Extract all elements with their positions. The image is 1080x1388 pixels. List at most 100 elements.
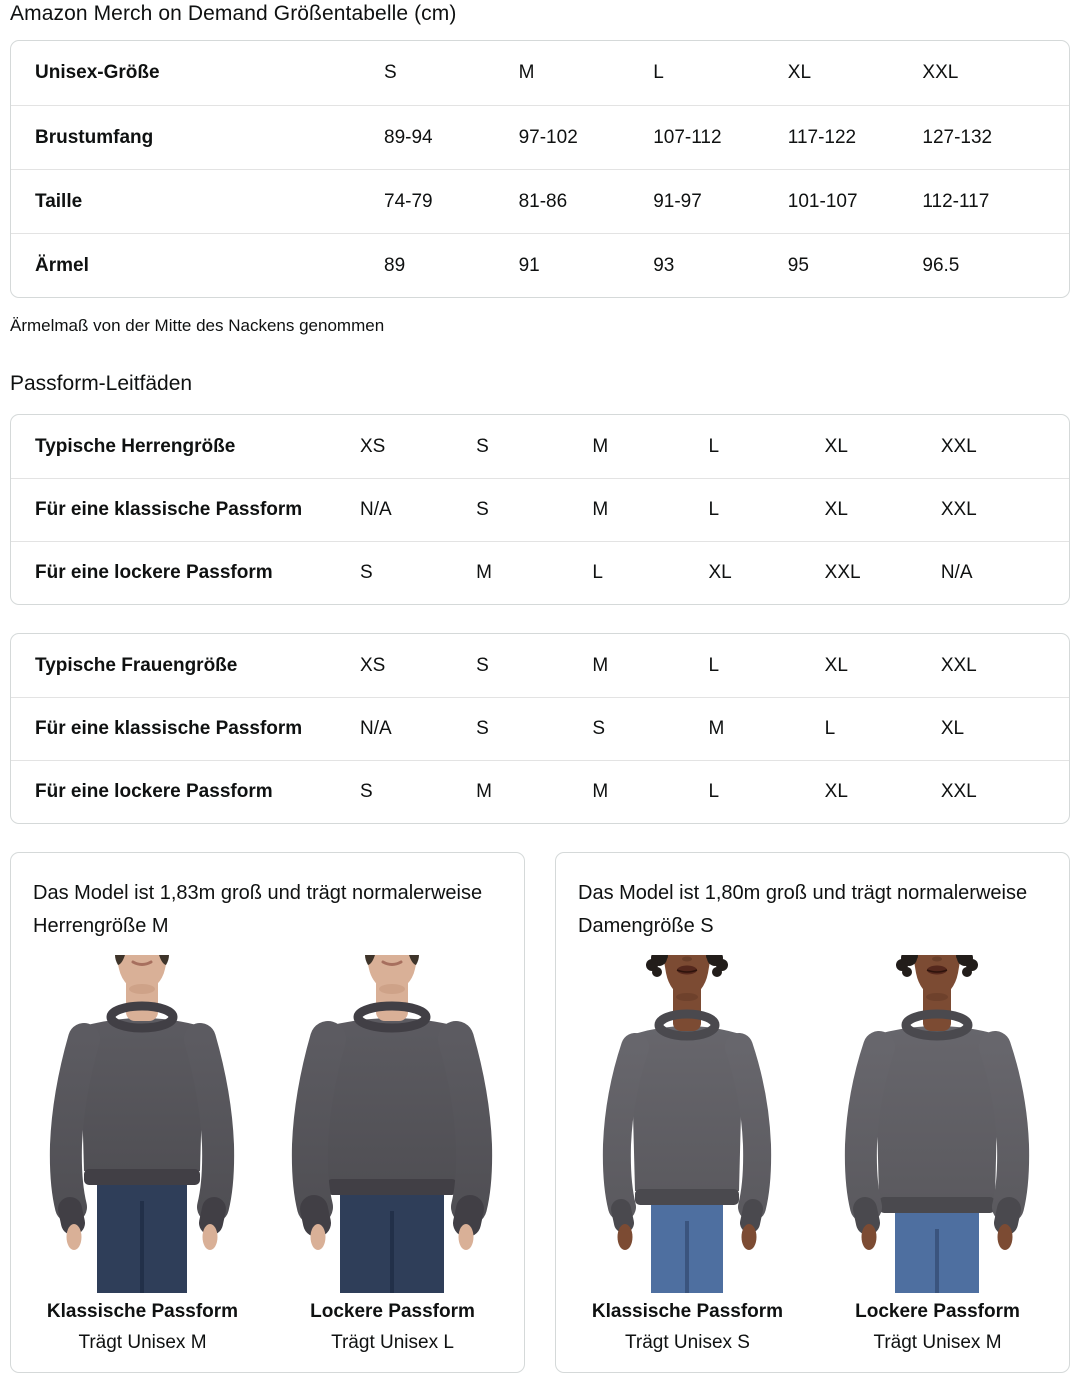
table-row: Brustumfang 89-94 97-102 107-112 117-122… — [11, 105, 1069, 169]
size-cell: S — [476, 654, 489, 676]
model-photo-figure — [580, 955, 795, 1293]
model-cards-row: Das Model ist 1,83m groß und trägt norma… — [10, 852, 1070, 1373]
size-cell: S — [592, 718, 606, 739]
table-row: Für eine lockere Passform S M L XL XXL N… — [11, 541, 1069, 604]
size-cell: XXL — [922, 62, 959, 83]
row-label: Typische Frauengröße — [35, 654, 238, 676]
size-cell: M — [708, 718, 725, 739]
table-row: Typische Herrengröße XS S M L XL XXL — [11, 415, 1069, 478]
size-cell: M — [476, 781, 492, 802]
photo-caption: Lockere Passform Trägt Unisex M — [830, 1301, 1045, 1354]
size-cell: XL — [824, 499, 848, 520]
size-cell: XXL — [940, 781, 977, 802]
measure-cell: 95 — [787, 254, 809, 276]
table-row: Unisex-Größe S M L XL XXL — [11, 41, 1069, 105]
measure-cell: 96.5 — [922, 254, 960, 276]
fit-label: Lockere Passform — [855, 1301, 1020, 1322]
size-worn-label: Trägt Unisex L — [331, 1332, 454, 1353]
model-photo-figure — [830, 955, 1045, 1293]
size-cell: XS — [360, 654, 386, 676]
size-cell: L — [708, 499, 720, 520]
fit-label: Lockere Passform — [310, 1301, 475, 1322]
size-cell: N/A — [360, 499, 392, 520]
size-cell: XS — [360, 435, 386, 457]
measure-cell: 89 — [384, 254, 406, 276]
size-cell: L — [708, 654, 720, 676]
model-photo-classic: Klassische Passform Trägt Unisex S — [580, 955, 795, 1354]
model-photo-classic: Klassische Passform Trägt Unisex M — [35, 955, 250, 1354]
model-description: Das Model ist 1,80m groß und trägt norma… — [578, 882, 1028, 937]
size-worn-label: Trägt Unisex M — [78, 1332, 207, 1353]
model-description: Das Model ist 1,83m groß und trägt norma… — [33, 882, 483, 937]
size-cell: N/A — [940, 562, 973, 583]
size-cell: XXL — [940, 435, 977, 457]
size-cell: M — [476, 562, 492, 583]
size-worn-label: Trägt Unisex M — [873, 1332, 1002, 1353]
row-label: Typische Herrengröße — [35, 435, 236, 457]
size-cell: XL — [824, 654, 848, 676]
table-row: Für eine lockere Passform S M M L XL XXL — [11, 760, 1069, 823]
sleeve-measure-note: Ärmelmaß von der Mitte des Nackens genom… — [10, 316, 385, 335]
row-label: Für eine klassische Passform — [35, 499, 303, 520]
measure-cell: 101-107 — [787, 190, 858, 212]
size-cell: L — [708, 435, 720, 457]
measure-cell: 74-79 — [384, 190, 433, 212]
mens-fit-table: Typische Herrengröße XS S M L XL XXL Für… — [10, 414, 1070, 605]
table-row: Für eine klassische Passform N/A S S M L… — [11, 697, 1069, 760]
row-label: Brustumfang — [35, 126, 154, 148]
size-cell: S — [476, 718, 489, 739]
size-cell: L — [592, 562, 603, 583]
table-row: Für eine klassische Passform N/A S M L X… — [11, 478, 1069, 541]
size-cell: M — [518, 62, 535, 83]
size-cell: S — [360, 562, 373, 583]
row-label: Für eine klassische Passform — [35, 718, 303, 739]
measure-cell: 91 — [518, 254, 540, 276]
size-cell: L — [653, 62, 664, 83]
size-worn-label: Trägt Unisex S — [625, 1332, 750, 1353]
photo-pair: Klassische Passform Trägt Unisex S Locke… — [578, 955, 1047, 1354]
fit-label: Klassische Passform — [46, 1301, 239, 1322]
table-row: Taille 74-79 81-86 91-97 101-107 112-117 — [11, 169, 1069, 233]
fit-label: Klassische Passform — [591, 1301, 784, 1322]
size-cell: M — [592, 435, 609, 457]
size-cell: S — [476, 499, 489, 520]
size-cell: XL — [940, 718, 965, 739]
photo-caption: Klassische Passform Trägt Unisex M — [35, 1301, 250, 1354]
measure-cell: 107-112 — [653, 126, 722, 148]
photo-caption: Lockere Passform Trägt Unisex L — [285, 1301, 500, 1354]
size-cell: M — [592, 499, 609, 520]
size-cell: XL — [824, 435, 848, 457]
size-cell: S — [360, 781, 373, 802]
size-cell: XL — [824, 781, 848, 802]
measure-cell: 97-102 — [518, 126, 578, 148]
model-photo-figure — [285, 955, 500, 1293]
fit-guides-heading: Passform-Leitfäden — [10, 372, 193, 395]
measure-cell: 89-94 — [384, 126, 433, 148]
page-title: Amazon Merch on Demand Größentabelle (cm… — [10, 2, 457, 25]
size-cell: S — [476, 435, 489, 457]
size-cell: M — [592, 654, 609, 676]
measure-cell: 117-122 — [787, 126, 857, 148]
measure-cell: 81-86 — [518, 190, 568, 212]
measure-cell: 112-117 — [922, 190, 990, 212]
mens-model-card: Das Model ist 1,83m groß und trägt norma… — [10, 852, 525, 1373]
table-row: Ärmel 89 91 93 95 96.5 — [11, 233, 1069, 297]
size-cell: M — [592, 781, 609, 802]
size-cell: XL — [787, 62, 812, 83]
model-photo-figure — [35, 955, 250, 1293]
womens-fit-table: Typische Frauengröße XS S M L XL XXL Für… — [10, 633, 1070, 824]
size-cell: L — [824, 718, 836, 739]
size-cell: N/A — [360, 718, 392, 739]
row-label: Unisex-Größe — [35, 62, 160, 83]
model-photo-loose: Lockere Passform Trägt Unisex L — [285, 955, 500, 1354]
womens-model-card: Das Model ist 1,80m groß und trägt norma… — [555, 852, 1070, 1373]
photo-pair: Klassische Passform Trägt Unisex M Locke… — [33, 955, 502, 1354]
measure-cell: 91-97 — [653, 190, 702, 212]
photo-caption: Klassische Passform Trägt Unisex S — [580, 1301, 795, 1354]
size-cell: L — [708, 781, 720, 802]
size-cell: S — [384, 62, 397, 83]
row-label: Für eine lockere Passform — [35, 562, 273, 583]
size-cell: XL — [708, 562, 732, 583]
row-label: Ärmel — [35, 254, 89, 276]
table-row: Typische Frauengröße XS S M L XL XXL — [11, 634, 1069, 697]
